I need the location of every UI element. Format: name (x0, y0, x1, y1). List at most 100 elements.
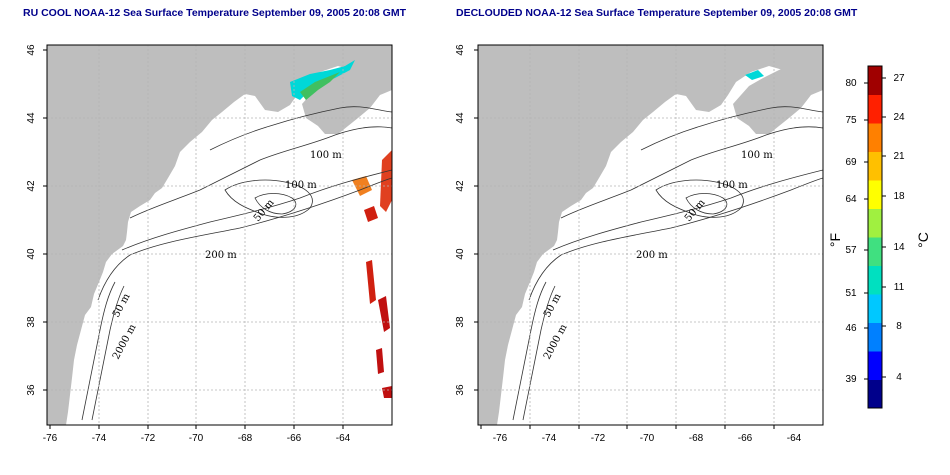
colorbar-segment (868, 180, 882, 209)
sst-patch-east-2 (352, 176, 372, 196)
lon-tick-label: -70 (189, 433, 204, 444)
sst-patch-east-4 (366, 260, 376, 304)
celsius-scale: 4 8 11 14 18 21 24 27 °C (882, 73, 931, 383)
colorbar-segment (868, 94, 882, 124)
contour-100m (129, 126, 392, 219)
lat-tick-label: 46 (26, 44, 37, 56)
fahrenheit-tick: 39 (845, 374, 857, 385)
left-lat-axis: 36 38 40 42 44 46 (26, 44, 47, 396)
lat-tick-label: 40 (26, 248, 37, 260)
celsius-tick: 4 (896, 372, 902, 383)
contour-shelf-slope-2 (91, 285, 125, 421)
fahrenheit-tick: 64 (845, 194, 857, 205)
lon-tick-label: -72 (591, 433, 606, 444)
celsius-tick: 14 (893, 242, 905, 253)
lon-tick-label: -76 (493, 433, 508, 444)
lon-tick-label: -74 (92, 433, 107, 444)
contour-label: 100 m (741, 150, 773, 161)
left-map-title: RU COOL NOAA-12 Sea Surface Temperature … (23, 7, 407, 19)
contour-50m (209, 106, 392, 151)
fahrenheit-tick: 80 (845, 78, 857, 89)
nova-scotia-land (302, 62, 392, 134)
colorbar-segment (868, 208, 882, 238)
contour-label: 100 m (310, 150, 342, 161)
temperature-colorbar: 39 46 51 57 64 69 75 80 °F 4 8 11 14 18 … (827, 65, 931, 409)
lat-tick-label: 42 (26, 180, 37, 192)
fahrenheit-tick: 57 (845, 245, 857, 256)
lon-tick-label: -72 (141, 433, 156, 444)
colorbar-segment (868, 351, 882, 380)
celsius-tick: 11 (894, 282, 905, 293)
georges-bank-ring (224, 179, 313, 218)
contour-shelf-slope-2 (522, 285, 556, 421)
fahrenheit-scale: 39 46 51 57 64 69 75 80 °F (827, 78, 868, 385)
colorbar-segment (868, 294, 882, 323)
lat-tick-label: 38 (26, 316, 37, 328)
celsius-label: °C (915, 232, 931, 248)
lon-tick-label: -68 (689, 433, 704, 444)
sst-patch-gulf-green (300, 72, 340, 100)
right-map-title: DECLOUDED NOAA-12 Sea Surface Temperatur… (456, 7, 858, 19)
lat-tick-label: 36 (455, 384, 466, 396)
land-mass (478, 45, 823, 425)
fahrenheit-tick: 51 (845, 288, 857, 299)
lat-tick-label: 42 (455, 180, 466, 192)
colorbar-segment (868, 151, 882, 181)
contour-50m (640, 106, 823, 151)
sst-patch-east-6 (376, 348, 384, 374)
sst-patch-gulf (745, 70, 764, 80)
lon-tick-label: -74 (542, 433, 557, 444)
contour-2000m (97, 177, 392, 301)
colorbar-segment (868, 123, 882, 152)
contour-shelf-slope (512, 281, 547, 421)
celsius-tick: 8 (896, 321, 902, 332)
contour-100m (560, 126, 823, 219)
land-mass (47, 45, 392, 425)
colorbar-segment (868, 237, 882, 266)
right-map-panel: 100 m 100 m 50 m 200 m 50 m 2000 m -76 -… (455, 44, 824, 444)
colorbar-segment (868, 322, 882, 352)
lon-tick-label: -66 (287, 433, 302, 444)
left-lon-axis: -76 -74 -72 -70 -68 -66 -64 (43, 425, 351, 444)
celsius-tick: 27 (893, 73, 905, 84)
celsius-tick: 18 (893, 191, 905, 202)
sst-patch-east-1 (380, 150, 392, 212)
left-map-panel: 100 m 100 m 50 m 200 m 50 m 2000 m -76 -… (26, 44, 393, 444)
celsius-tick: 21 (893, 151, 905, 162)
lat-tick-label: 38 (455, 316, 466, 328)
contour-label: 200 m (636, 250, 668, 261)
lon-tick-label: -68 (238, 433, 253, 444)
fahrenheit-tick: 69 (845, 157, 857, 168)
nova-scotia-land (733, 62, 823, 134)
contour-shelf-slope (81, 281, 116, 421)
sst-patch-east-7 (382, 386, 392, 398)
contour-label: 100 m (285, 180, 317, 191)
sst-patch-east-5 (378, 296, 390, 332)
georges-bank-inner (685, 193, 728, 215)
fahrenheit-label: °F (827, 233, 843, 247)
georges-bank-inner (254, 193, 297, 215)
lat-tick-label: 46 (455, 44, 466, 56)
colorbar-frame (867, 65, 883, 409)
lat-tick-label: 44 (26, 112, 37, 124)
lat-tick-label: 36 (26, 384, 37, 396)
lat-tick-label: 40 (455, 248, 466, 260)
colorbar-segment (868, 66, 882, 95)
lon-tick-label: -70 (640, 433, 655, 444)
colorbar-segment (868, 265, 882, 295)
fahrenheit-tick: 46 (845, 323, 857, 334)
lon-tick-label: -66 (738, 433, 753, 444)
contour-2000m (528, 177, 823, 301)
contour-label: 100 m (716, 180, 748, 191)
right-lat-axis: 36 38 40 42 44 46 (455, 44, 478, 396)
georges-bank-ring (655, 179, 744, 218)
colorbar-segment (868, 379, 882, 409)
sst-patch-east-3 (364, 206, 378, 222)
lon-tick-label: -64 (787, 433, 802, 444)
map-frame (477, 44, 824, 426)
contour-label: 200 m (205, 250, 237, 261)
fahrenheit-tick: 75 (845, 115, 857, 126)
right-lon-axis: -76 -74 -72 -70 -68 -66 -64 (480, 425, 802, 444)
right-map-grid (478, 45, 823, 425)
